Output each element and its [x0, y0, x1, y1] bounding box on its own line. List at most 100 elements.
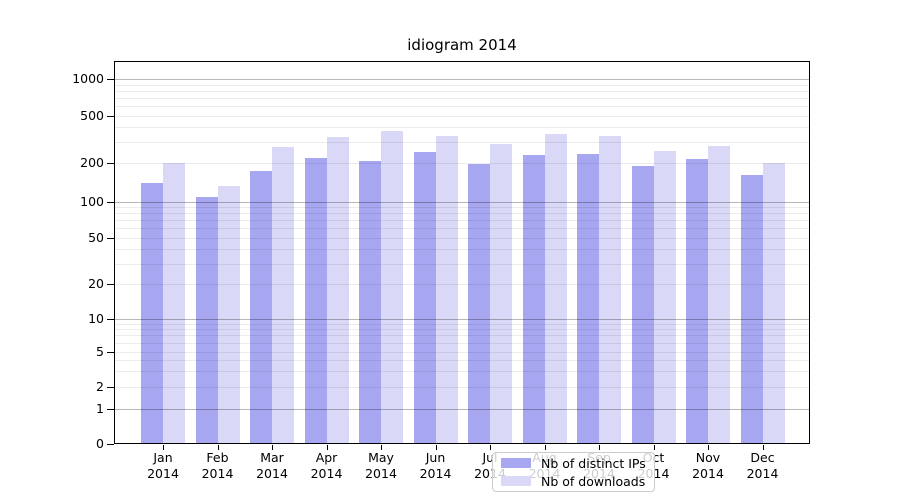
bar-downloads-feb [217, 186, 240, 444]
bar-downloads-may [381, 131, 403, 444]
gridline-minor [115, 228, 809, 230]
gridline-minor [115, 371, 809, 373]
bar-distinct-ips-aug [522, 155, 545, 444]
gridline-minor [115, 162, 809, 164]
x-tick-label-apr: Apr 2014 [310, 450, 343, 481]
gridline-major [115, 201, 809, 203]
gridline-major [115, 318, 809, 320]
legend-label-distinct-ips: Nb of distinct IPs [541, 455, 646, 471]
x-tick-mark [435, 445, 437, 450]
bar-downloads-aug [544, 134, 567, 444]
gridline-minor [115, 387, 809, 388]
x-tick-mark [217, 445, 219, 450]
y-tick-label-2: 2 [96, 379, 104, 394]
bar-downloads-dec [762, 163, 785, 444]
x-tick-mark [708, 445, 709, 450]
gridline-minor [115, 213, 809, 215]
y-tick-label-200: 200 [80, 154, 104, 170]
gridline-minor [115, 84, 809, 86]
gridline-minor [115, 126, 809, 128]
x-tick-label-jan: Jan 2014 [147, 450, 179, 481]
gridline-minor [115, 220, 809, 222]
gridline-minor [115, 238, 809, 239]
bar-distinct-ips-mar [250, 170, 272, 444]
y-tick-mark [107, 318, 114, 320]
gridline-minor [115, 329, 809, 331]
y-tick-label-500: 500 [80, 107, 104, 123]
gridline-minor [115, 263, 809, 265]
plot-area: Nb of distinct IPs Nb of downloads [114, 61, 810, 492]
bar-distinct-ips-feb [195, 197, 218, 444]
bar-distinct-ips-sep [577, 154, 599, 444]
bar-downloads-jan [163, 163, 185, 444]
y-tick-mark [107, 351, 114, 353]
x-tick-label-may: May 2014 [365, 450, 397, 481]
legend-swatch-distinct-ips [501, 458, 531, 468]
bar-distinct-ips-jan [141, 182, 163, 444]
x-tick-mark [272, 445, 273, 450]
x-tick-mark [490, 445, 491, 450]
bar-distinct-ips-jun [413, 152, 436, 444]
gridline-minor [115, 284, 809, 285]
gridline-minor [115, 97, 809, 99]
gridline-minor [115, 105, 809, 107]
y-tick-mark [107, 238, 114, 239]
x-tick-label-feb: Feb 2014 [201, 450, 234, 481]
y-tick-mark [107, 162, 114, 164]
gridline-minor [115, 249, 809, 251]
gridline-minor [115, 115, 809, 117]
x-tick-mark [381, 445, 382, 450]
bar-distinct-ips-apr [304, 158, 327, 444]
x-tick-mark [544, 445, 546, 450]
legend-swatch-downloads [501, 476, 531, 486]
x-tick-label-jun: Jun 2014 [419, 450, 452, 481]
gridline-major [115, 79, 809, 80]
x-tick-mark [653, 445, 655, 450]
gridline-major [115, 409, 809, 410]
bar-downloads-jul [490, 144, 512, 444]
y-tick-label-100: 100 [80, 193, 104, 209]
gridline-minor [115, 342, 809, 344]
y-tick-mark [107, 284, 114, 285]
bar-downloads-mar [272, 147, 294, 444]
x-tick-label-nov: Nov 2014 [692, 450, 724, 481]
legend-item-distinct-ips: Nb of distinct IPs [501, 456, 646, 471]
y-tick-label-1000: 1000 [72, 71, 104, 86]
bar-distinct-ips-nov [686, 159, 708, 444]
bar-distinct-ips-oct [631, 166, 654, 444]
x-tick-mark [599, 445, 600, 450]
x-tick-label-dec: Dec 2014 [746, 450, 779, 481]
y-tick-label-10: 10 [88, 310, 104, 326]
chart-title: idiogram 2014 [407, 36, 517, 54]
y-tick-label-50: 50 [88, 230, 104, 245]
y-tick-label-1: 1 [96, 401, 104, 416]
x-tick-label-mar: Mar 2014 [256, 450, 288, 481]
gridline-minor [115, 323, 809, 325]
bar-distinct-ips-may [359, 160, 381, 444]
x-tick-mark [163, 445, 164, 450]
y-tick-mark [107, 79, 114, 80]
gridline-minor [115, 335, 809, 337]
bar-downloads-oct [653, 151, 676, 444]
gridline-minor [115, 360, 809, 362]
bar-distinct-ips-dec [740, 175, 763, 444]
gridline-minor [115, 141, 809, 143]
y-tick-label-5: 5 [96, 343, 104, 359]
x-tick-mark [762, 445, 764, 450]
legend-label-downloads: Nb of downloads [541, 473, 646, 489]
y-tick-mark [107, 387, 114, 388]
bar-distinct-ips-jul [468, 164, 490, 444]
y-tick-mark [107, 409, 114, 410]
legend-item-downloads: Nb of downloads [501, 474, 646, 489]
x-tick-mark [326, 445, 328, 450]
bar-downloads-nov [708, 146, 730, 444]
bar-downloads-jun [435, 136, 458, 444]
gridline-minor [115, 90, 809, 92]
y-tick-mark [107, 201, 114, 203]
y-tick-label-0: 0 [96, 436, 104, 451]
gridline-minor [115, 207, 809, 209]
gridline-minor [115, 351, 809, 353]
legend: Nb of distinct IPs Nb of downloads [492, 452, 655, 492]
bar-downloads-apr [326, 137, 349, 444]
